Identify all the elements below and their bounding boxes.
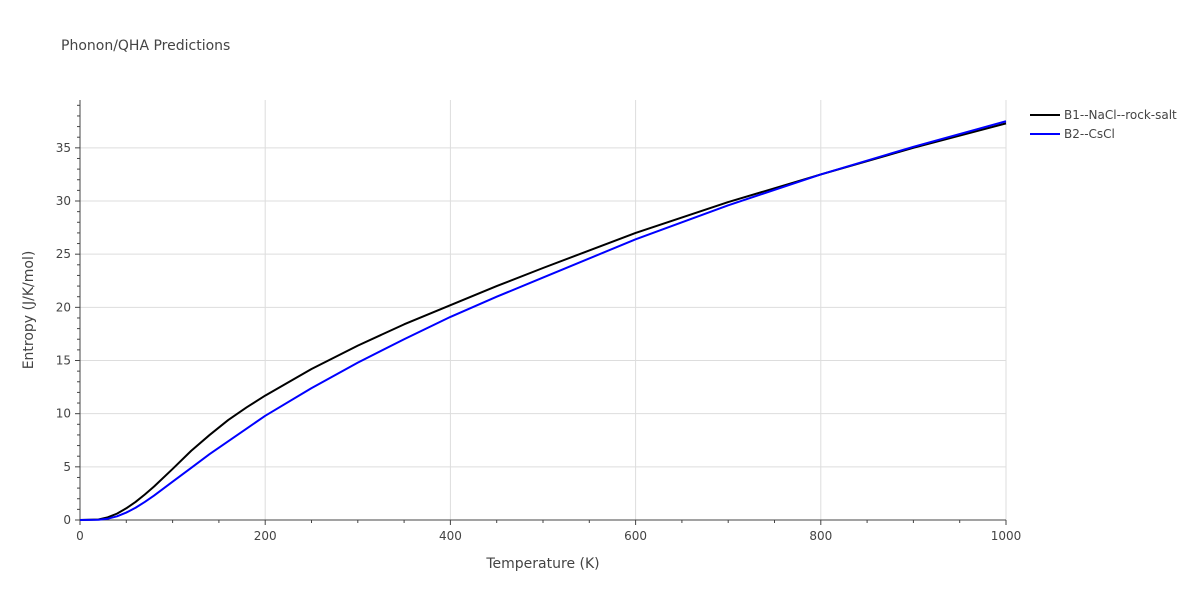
chart-title: Phonon/QHA Predictions [61,38,230,54]
y-tick-label: 35 [56,141,71,155]
y-tick-label: 15 [56,354,71,368]
y-tick-label: 10 [56,407,71,421]
legend: B1--NaCl--rock-salt B2--CsCl [1030,108,1177,141]
legend-label-0: B1--NaCl--rock-salt [1064,108,1177,122]
x-tick-label: 800 [809,529,832,543]
y-tick-label: 5 [63,460,71,474]
series-line-1 [79,120,1007,521]
legend-label-1: B2--CsCl [1064,127,1115,141]
x-tick-label: 600 [624,529,647,543]
axes: 0 200 400 600 800 1000 0 5 10 15 20 25 30 35 [56,100,1022,543]
x-tick-label: 0 [76,529,84,543]
x-axis-title: Temperature (K) [485,556,599,572]
y-tick-label: 20 [56,300,71,314]
series-line-0 [79,122,1007,521]
x-tick-label: 1000 [991,529,1022,543]
y-tick-label: 25 [56,247,71,261]
y-tick-label: 0 [63,513,71,527]
grid-lines [80,100,1007,520]
series-lines [79,120,1007,521]
y-axis-title: Entropy (J/K/mol) [21,251,37,370]
y-tick-label: 30 [56,194,71,208]
x-tick-label: 400 [439,529,462,543]
x-tick-label: 200 [254,529,277,543]
